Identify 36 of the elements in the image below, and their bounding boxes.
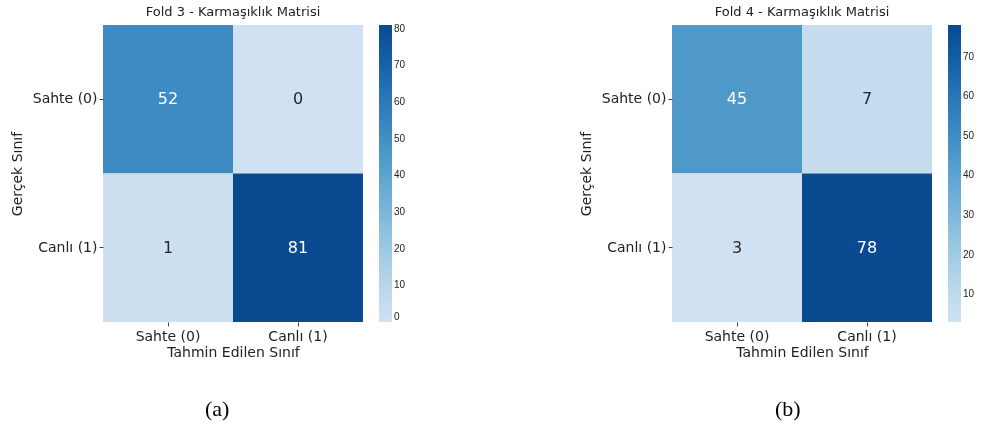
color-bar-label: 80 [394,22,406,34]
color-bar-label: 10 [963,288,975,300]
y-axis-title: Gerçek Sınıf [577,130,594,217]
data-label: 3 [731,237,743,257]
data-label: 78 [856,237,878,257]
color-bar-label: 20 [394,242,406,254]
color-bar-label: 70 [963,50,975,62]
data-label: 81 [287,237,309,257]
text: (b) [775,396,801,422]
x-tick-label: Sahte (0) [135,327,201,344]
color-bar-label: 50 [963,129,975,141]
chart-title: Fold 3 - Karmaşıklık Matrisi [145,4,321,19]
data-label: 7 [861,89,873,109]
chart-title: Fold 4 - Karmaşıklık Matrisi [714,4,890,19]
data-label: 52 [157,89,179,109]
color-bar-label: 40 [394,169,406,181]
x-axis-title: Tahmin Edilen Sınıf [166,343,301,360]
color-bar-label: 30 [394,206,406,217]
color-bar-label: 20 [963,248,975,260]
data-label: 45 [726,89,748,109]
y-axis-title: Gerçek Sınıf [8,130,25,217]
x-tick-label: Canlı (1) [268,327,328,344]
color-bar-label: 10 [394,279,406,291]
color-bar-label: 50 [394,132,406,144]
color-bar-label: 30 [963,209,975,221]
color-bar-label: 60 [394,96,406,107]
x-tick-label: Sahte (0) [704,327,770,344]
data-label: 1 [162,237,174,257]
x-tick-label: Canlı (1) [837,327,897,344]
text: (a) [205,396,230,422]
color-bar-label: 70 [394,59,406,71]
data-label: 0 [292,89,304,109]
color-bar-label: 0 [394,311,400,322]
color-bar-label: 40 [963,169,975,181]
color-bar-label: 60 [963,90,975,102]
x-axis-title: Tahmin Edilen Sınıf [735,343,870,360]
